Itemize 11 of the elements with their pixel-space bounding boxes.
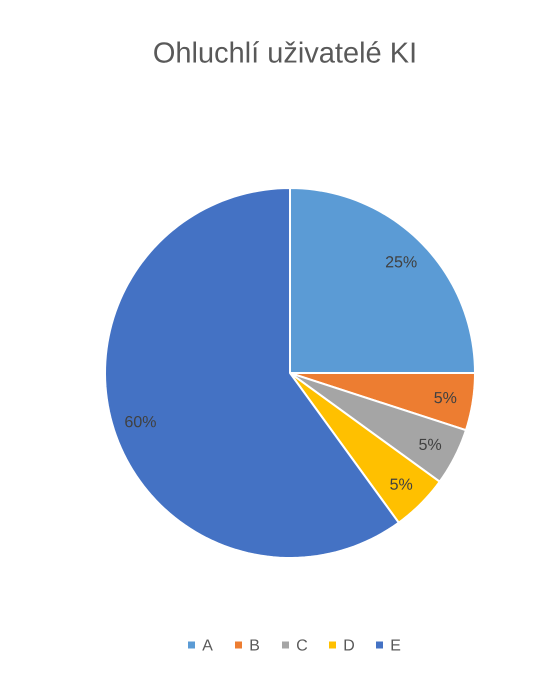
legend-label: C bbox=[297, 639, 308, 651]
legend-label: E bbox=[392, 639, 400, 650]
data-label: 5% bbox=[434, 392, 456, 404]
legend-label: A bbox=[202, 639, 213, 650]
data-label: 5% bbox=[390, 478, 412, 490]
chart-title: Ohluchlí uživatelé KI bbox=[154, 41, 414, 63]
legend-label: D bbox=[344, 639, 354, 650]
data-label: 25% bbox=[386, 256, 417, 268]
data-label: 60% bbox=[125, 416, 156, 428]
data-label: 5% bbox=[419, 438, 442, 450]
legend-label: B bbox=[250, 639, 260, 650]
